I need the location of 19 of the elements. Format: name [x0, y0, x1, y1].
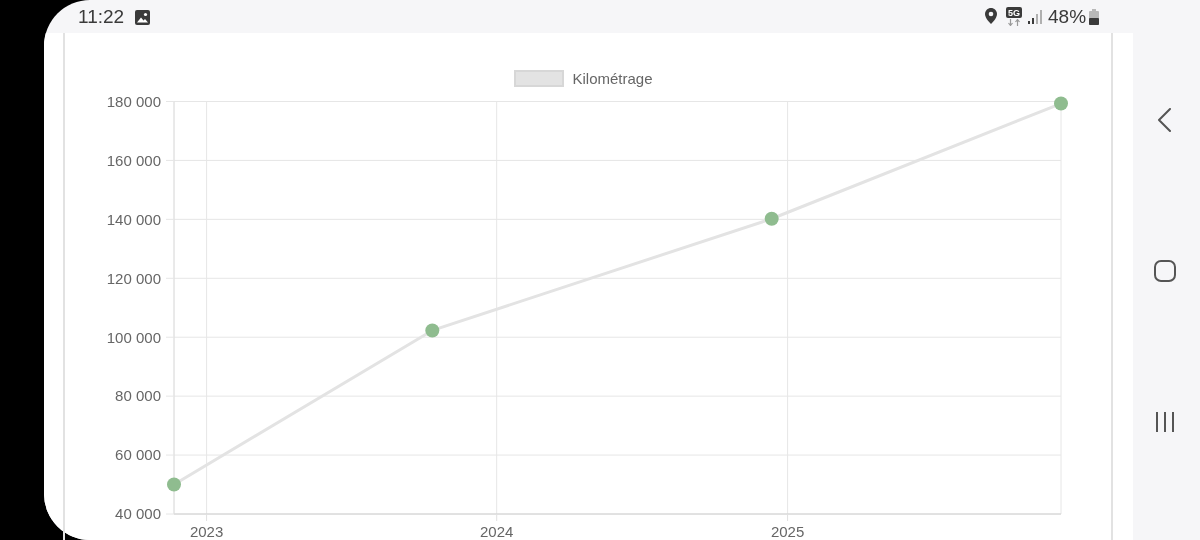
- y-tick-label: 40 000: [115, 505, 161, 523]
- text: 11:22: [78, 5, 125, 29]
- y-tick-label: 160 000: [106, 151, 161, 169]
- y-tick-label: 80 000: [115, 387, 161, 405]
- y-tick-label: 100 000: [106, 328, 161, 346]
- network-badge: 5G: [1006, 7, 1022, 18]
- point: [1054, 96, 1068, 111]
- text: 48%: [1048, 5, 1087, 29]
- point: [425, 323, 440, 338]
- x-tick-label: 2025: [770, 522, 805, 540]
- y-tick-label: 180 000: [106, 92, 161, 110]
- y-tick-label: 140 000: [106, 210, 161, 228]
- legend-label: Kilométrage: [572, 70, 653, 87]
- x-tick-label: 2024: [480, 522, 514, 540]
- y-tick-label: 60 000: [115, 446, 161, 464]
- point: [764, 211, 779, 226]
- point: [167, 477, 181, 492]
- y-tick-label: 120 000: [106, 269, 161, 287]
- x-tick-label: 2023: [189, 522, 224, 540]
